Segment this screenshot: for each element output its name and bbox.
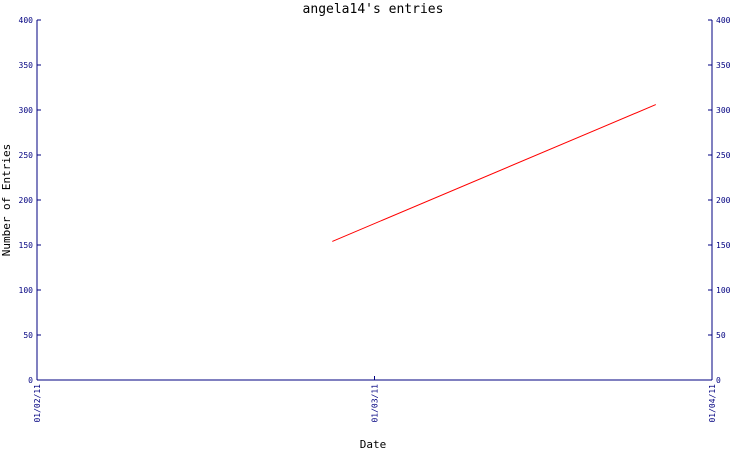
- x-axis-label: Date: [360, 438, 387, 450]
- y-tick-label-left: 250: [19, 151, 34, 160]
- y-tick-label-right: 100: [716, 286, 731, 295]
- y-tick-label-right: 150: [716, 241, 731, 250]
- y-tick-label-right: 50: [716, 331, 726, 340]
- y-tick-label-right: 350: [716, 61, 731, 70]
- y-tick-label-left: 150: [19, 241, 34, 250]
- y-tick-label-left: 200: [19, 196, 34, 205]
- x-tick-label: 01/03/11: [371, 384, 380, 423]
- y-tick-label-left: 350: [19, 61, 34, 70]
- y-tick-label-right: 0: [716, 376, 721, 385]
- y-tick-label-left: 400: [19, 16, 34, 25]
- y-tick-label-right: 200: [716, 196, 731, 205]
- plot-area: 0 0 50 50 100 100 150 150 200 200 250 250 300 300 350 3…: [19, 16, 731, 423]
- x-tick-label: 01/04/11: [708, 384, 717, 423]
- y-tick-label-right: 300: [716, 106, 731, 115]
- y-axis-label: Number of Entries: [0, 144, 13, 257]
- y-tick-label-left: 100: [19, 286, 34, 295]
- y-tick-label-right: 250: [716, 151, 731, 160]
- series-line: [332, 104, 656, 242]
- y-tick-label-left: 50: [23, 331, 33, 340]
- y-tick-label-left: 0: [28, 376, 33, 385]
- y-tick-label-left: 300: [19, 106, 34, 115]
- y-tick-label-right: 400: [716, 16, 731, 25]
- x-tick-label: 01/02/11: [33, 384, 42, 423]
- chart-title: angela14's entries: [303, 2, 444, 17]
